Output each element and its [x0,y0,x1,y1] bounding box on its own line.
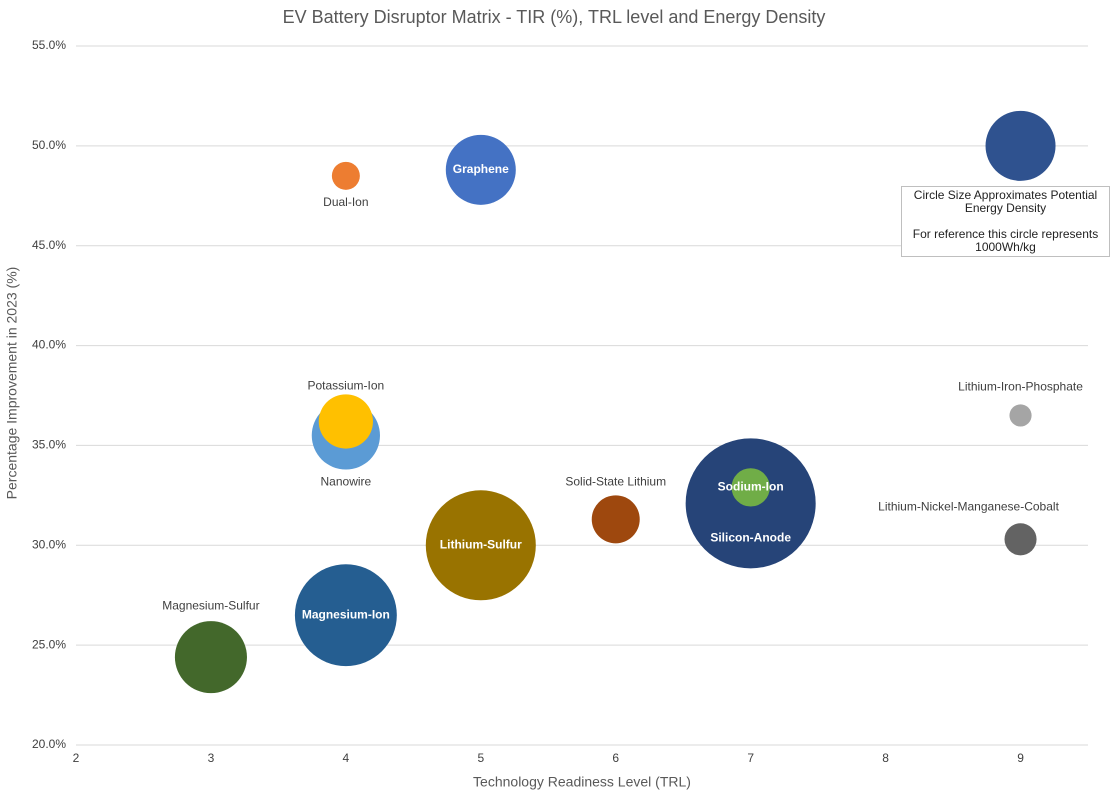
y-tick-label: 20.0% [32,737,66,751]
x-tick-label: 3 [208,751,215,765]
annotation: Circle Size Approximates Potential Energ… [901,186,1110,257]
bubble-label: Potassium-Ion [308,379,385,393]
bubble-label: Dual-Ion [323,195,368,209]
x-tick-label: 5 [477,751,484,765]
y-tick-label: 30.0% [32,537,66,551]
y-tick-label: 45.0% [32,238,66,252]
x-tick-label: 8 [882,751,889,765]
bubble-label: Lithium-Sulfur [440,537,522,551]
bubble [1004,523,1037,556]
x-tick-label: 9 [1017,751,1024,765]
bubble-label: Lithium-Iron-Phosphate [958,380,1083,394]
bubble-label: Graphene [453,162,509,176]
x-axis-title: Technology Readiness Level (TRL) [473,774,691,790]
y-tick-label: 35.0% [32,438,66,452]
y-tick-label: 40.0% [32,338,66,352]
bubble-label: Silicon-Anode [710,531,791,545]
y-tick-label: 25.0% [32,637,66,651]
x-tick-label: 4 [343,751,350,765]
bubble-label: Magnesium-Sulfur [162,598,259,612]
x-tick-label: 6 [612,751,619,765]
x-tick-label: 2 [73,751,80,765]
bubble [1009,404,1032,427]
y-tick-label: 50.0% [32,138,66,152]
bubble [331,161,360,190]
bubble-label: Lithium-Nickel-Manganese-Cobalt [878,499,1059,513]
bubble [425,490,536,601]
bubble-label: Nanowire [321,475,372,489]
bubble-label: Sodium-Ion [718,480,784,494]
bubble [731,468,770,507]
bubble [591,495,640,544]
annotation-line: Circle Size Approximates Potential Energ… [913,188,1098,215]
x-tick-label: 7 [747,751,754,765]
y-axis-title: Percentage Improvement in 2023 (%) [4,267,20,500]
y-tick-label: 55.0% [32,38,66,52]
bubble-label: Solid-State Lithium [565,474,666,488]
bubble [445,134,516,205]
bubble [174,621,247,694]
bubble [294,564,397,667]
chart-title: EV Battery Disruptor Matrix - TIR (%), T… [283,7,826,27]
reference-bubble [985,110,1056,181]
bubble-label: Magnesium-Ion [302,607,390,621]
annotation-line: For reference this circle represents 100… [912,227,1099,254]
bubble [318,394,373,449]
